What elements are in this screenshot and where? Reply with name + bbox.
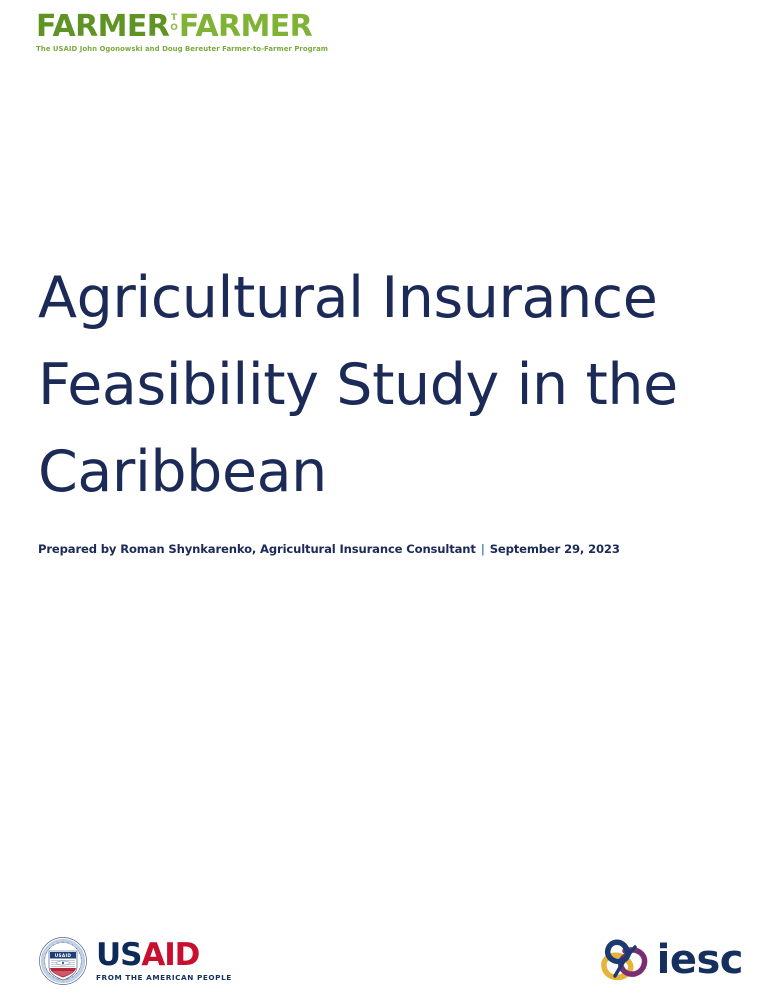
f2f-connector-o: O [170,22,178,33]
title-block: Agricultural Insurance Feasibility Study… [38,255,708,556]
iesc-mark-icon [600,936,650,984]
byline-separator: | [480,542,485,556]
usaid-name-us: US [96,937,142,973]
usaid-tagline: FROM THE AMERICAN PEOPLE [96,973,232,982]
usaid-logo: USAID USAID FROM THE AMERICAN PEOPLE [38,936,232,986]
f2f-tagline: The USAID John Ogonowski and Doug Bereut… [36,45,329,53]
f2f-to-connector: T O [169,12,179,33]
farmer-to-farmer-logo: FARMER T O FARMER The USAID John Ogonows… [36,12,336,54]
usaid-name: USAID [96,937,200,973]
title-line-1: Agricultural Insurance [38,265,658,331]
title-line-3: Caribbean [38,439,327,505]
byline: Prepared by Roman Shynkarenko, Agricultu… [38,542,708,556]
iesc-wordmark: iesc [656,937,744,983]
iesc-logo: iesc [600,936,744,984]
usaid-wordmark: USAID FROM THE AMERICAN PEOPLE [96,937,232,983]
byline-date: September 29, 2023 [489,542,620,556]
byline-author: Prepared by Roman Shynkarenko, Agricultu… [38,542,476,556]
f2f-word-two: FARMER [178,9,313,44]
f2f-connector-t: T [170,13,178,23]
f2f-wordmark: FARMER T O FARMER [36,12,336,42]
title-line-2: Feasibility Study in the [38,352,678,418]
usaid-name-aid: AID [141,937,200,973]
svg-text:USAID: USAID [55,953,72,959]
page-title: Agricultural Insurance Feasibility Study… [38,255,708,516]
footer: USAID USAID FROM THE AMERICAN PEOPLE [0,905,769,1000]
f2f-word-one: FARMER [36,9,170,44]
usaid-seal-icon: USAID [38,936,88,986]
